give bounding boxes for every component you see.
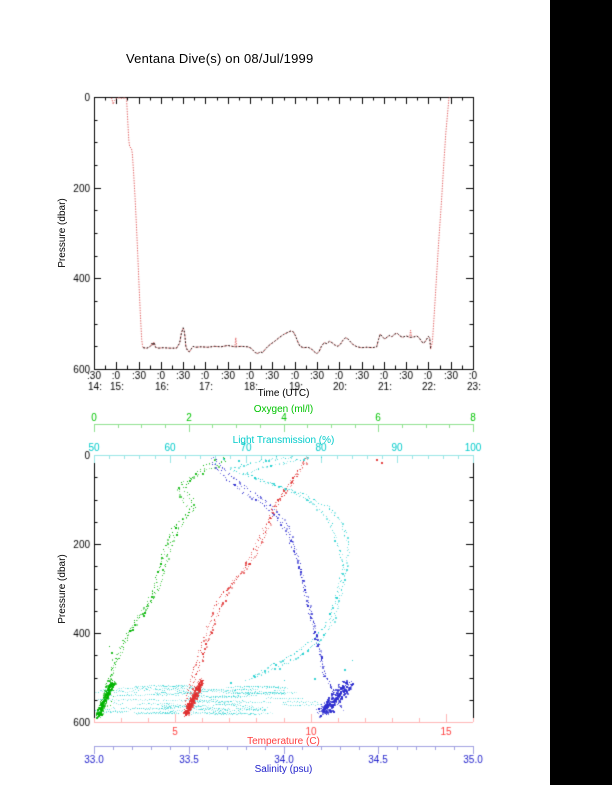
oxygen-axis-label: Oxygen (ml/l) <box>253 404 314 415</box>
light-transmission-axis-label: Light Transmission (%) <box>232 435 335 446</box>
time-axis-label: Time (UTC) <box>257 388 310 399</box>
right-black-band <box>550 0 612 785</box>
pressure-axis-label-top: Pressure (dbar) <box>57 198 68 268</box>
salinity-axis-label: Salinity (psu) <box>254 764 313 775</box>
pressure-axis-label-bottom: Pressure (dbar) <box>57 554 68 624</box>
page-title: Ventana Dive(s) on 08/Jul/1999 <box>126 51 314 66</box>
temperature-axis-label: Temperature (C) <box>247 736 320 747</box>
